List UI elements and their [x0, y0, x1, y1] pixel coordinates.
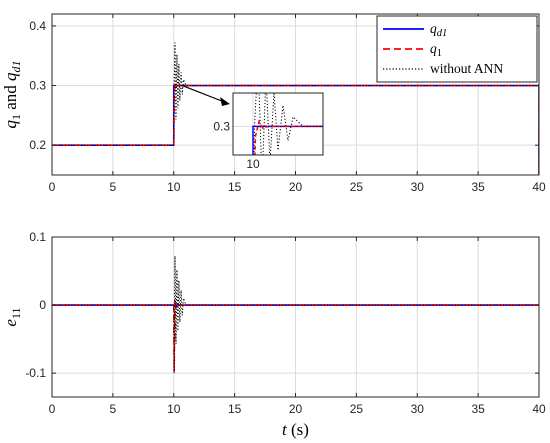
inset-y-tick-label: 0.3 [213, 119, 230, 133]
y-tick-label: 0.2 [29, 138, 46, 152]
y-tick-label: 0.4 [29, 19, 46, 33]
series-group [52, 256, 539, 374]
x-tick-label: 10 [167, 180, 181, 194]
series-line [52, 256, 539, 374]
series-group [52, 42, 539, 175]
x-tick-label: 30 [411, 180, 425, 194]
zoom-arrow [182, 84, 224, 103]
y-axis-label: q1 and qd1 [1, 60, 23, 128]
x-axis-label: t (s) [282, 420, 309, 439]
y-axis-label: e11 [1, 307, 23, 326]
inset-series [252, 93, 323, 155]
legend-item: q1 [383, 41, 442, 59]
legend-box [376, 15, 538, 83]
x-tick-label: 15 [228, 402, 242, 416]
x-tick-label: 10 [167, 402, 181, 416]
x-tick-label: 20 [289, 180, 303, 194]
legend-label: q1 [430, 41, 442, 59]
x-tick-label: 25 [350, 180, 364, 194]
x-tick-label: 40 [532, 180, 546, 194]
series-line [52, 299, 539, 372]
legend-item: without ANN [383, 61, 503, 76]
x-tick-label: 35 [471, 180, 485, 194]
zoom-arrow-head [220, 97, 230, 106]
inset-series-line [252, 125, 323, 155]
panel-1: 0 5 10 15 20 25 30 35 400.20.30.4q1 and qd1100.3… [1, 13, 546, 194]
inset-x-tick-label: 10 [246, 157, 260, 171]
legend: qd1 q1 without ANN [376, 15, 538, 83]
y-tick-label: 0.3 [29, 79, 46, 93]
legend-item: qd1 [383, 21, 447, 39]
inset-series-line [253, 93, 323, 155]
x-tick-label: 20 [289, 402, 303, 416]
x-tick-label: 5 [110, 402, 117, 416]
inset-zoom: 100.3 [182, 84, 324, 171]
legend-label: qd1 [430, 21, 447, 39]
x-tick-label: 40 [532, 402, 546, 416]
inset-frame [232, 92, 324, 156]
series-line [52, 42, 539, 175]
x-tick-label: 30 [411, 402, 425, 416]
inset-area [233, 93, 323, 155]
x-tick-label: 35 [471, 402, 485, 416]
legend-label: without ANN [430, 61, 503, 76]
panel-2: 0 5 10 15 20 25 30 35 40 -0.1 0 0.1 e11 t (s) [1, 230, 546, 439]
x-tick-label: 0 [49, 180, 56, 194]
x-tick-label: 15 [228, 180, 242, 194]
x-tick-label: 0 [49, 402, 56, 416]
y-tick-label: -0.1 [25, 366, 46, 380]
y-tick-label: 0.1 [29, 230, 46, 244]
x-tick-label: 25 [350, 402, 364, 416]
y-tick-label: 0 [39, 298, 46, 312]
x-tick-label: 5 [110, 180, 117, 194]
